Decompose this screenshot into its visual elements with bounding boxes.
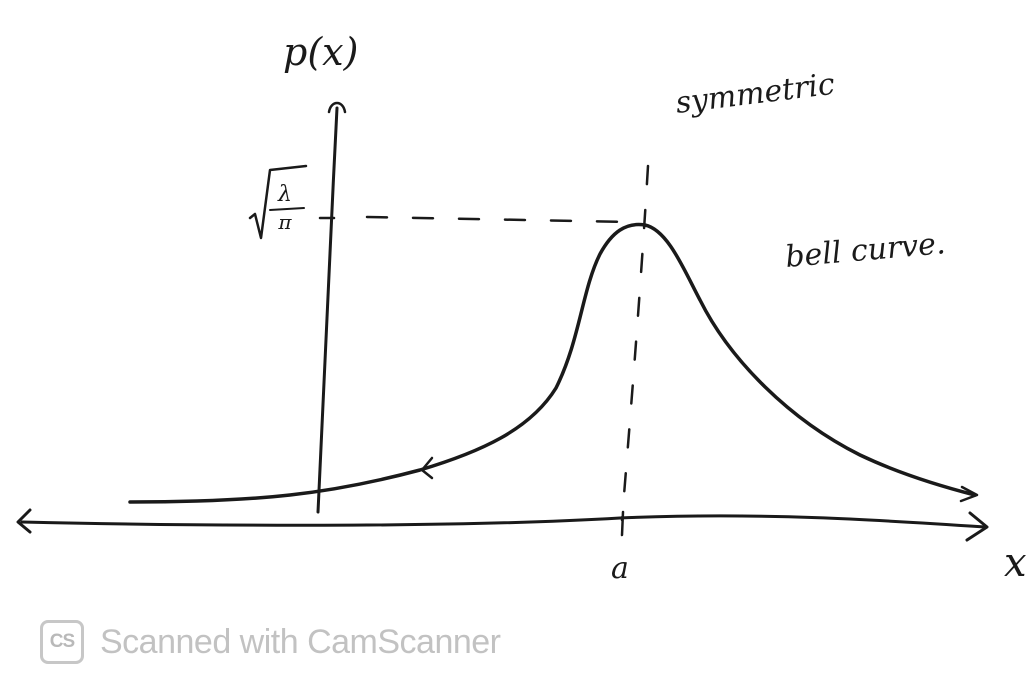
x-axis-arrow-left bbox=[16, 508, 32, 534]
x-axis-line bbox=[20, 514, 987, 529]
y-axis-label: p(x) bbox=[283, 30, 359, 74]
center-tick bbox=[620, 510, 625, 537]
sqrt-sign bbox=[248, 164, 308, 240]
y-axis-line bbox=[316, 106, 339, 514]
symmetry-dashed-line bbox=[620, 164, 650, 522]
x-axis-arrow-right bbox=[965, 511, 989, 542]
x-axis-label: x bbox=[1004, 540, 1027, 586]
peak-dashed-line bbox=[365, 215, 632, 224]
fraction-bar bbox=[269, 207, 305, 211]
camscanner-watermark: CS Scanned with CamScanner bbox=[40, 618, 501, 666]
curve-arrow-right bbox=[959, 485, 979, 503]
curve-arrow-left bbox=[420, 456, 434, 480]
bell-curve bbox=[128, 222, 977, 504]
fraction-numerator: λ bbox=[278, 182, 292, 207]
peak-value-fraction: λ π bbox=[262, 182, 308, 234]
y-axis-arrow bbox=[327, 101, 347, 114]
fraction-denominator: π bbox=[278, 210, 292, 234]
watermark-text: Scanned with CamScanner bbox=[100, 622, 501, 661]
center-label: a bbox=[611, 551, 629, 586]
camscanner-logo-icon: CS bbox=[40, 620, 84, 664]
